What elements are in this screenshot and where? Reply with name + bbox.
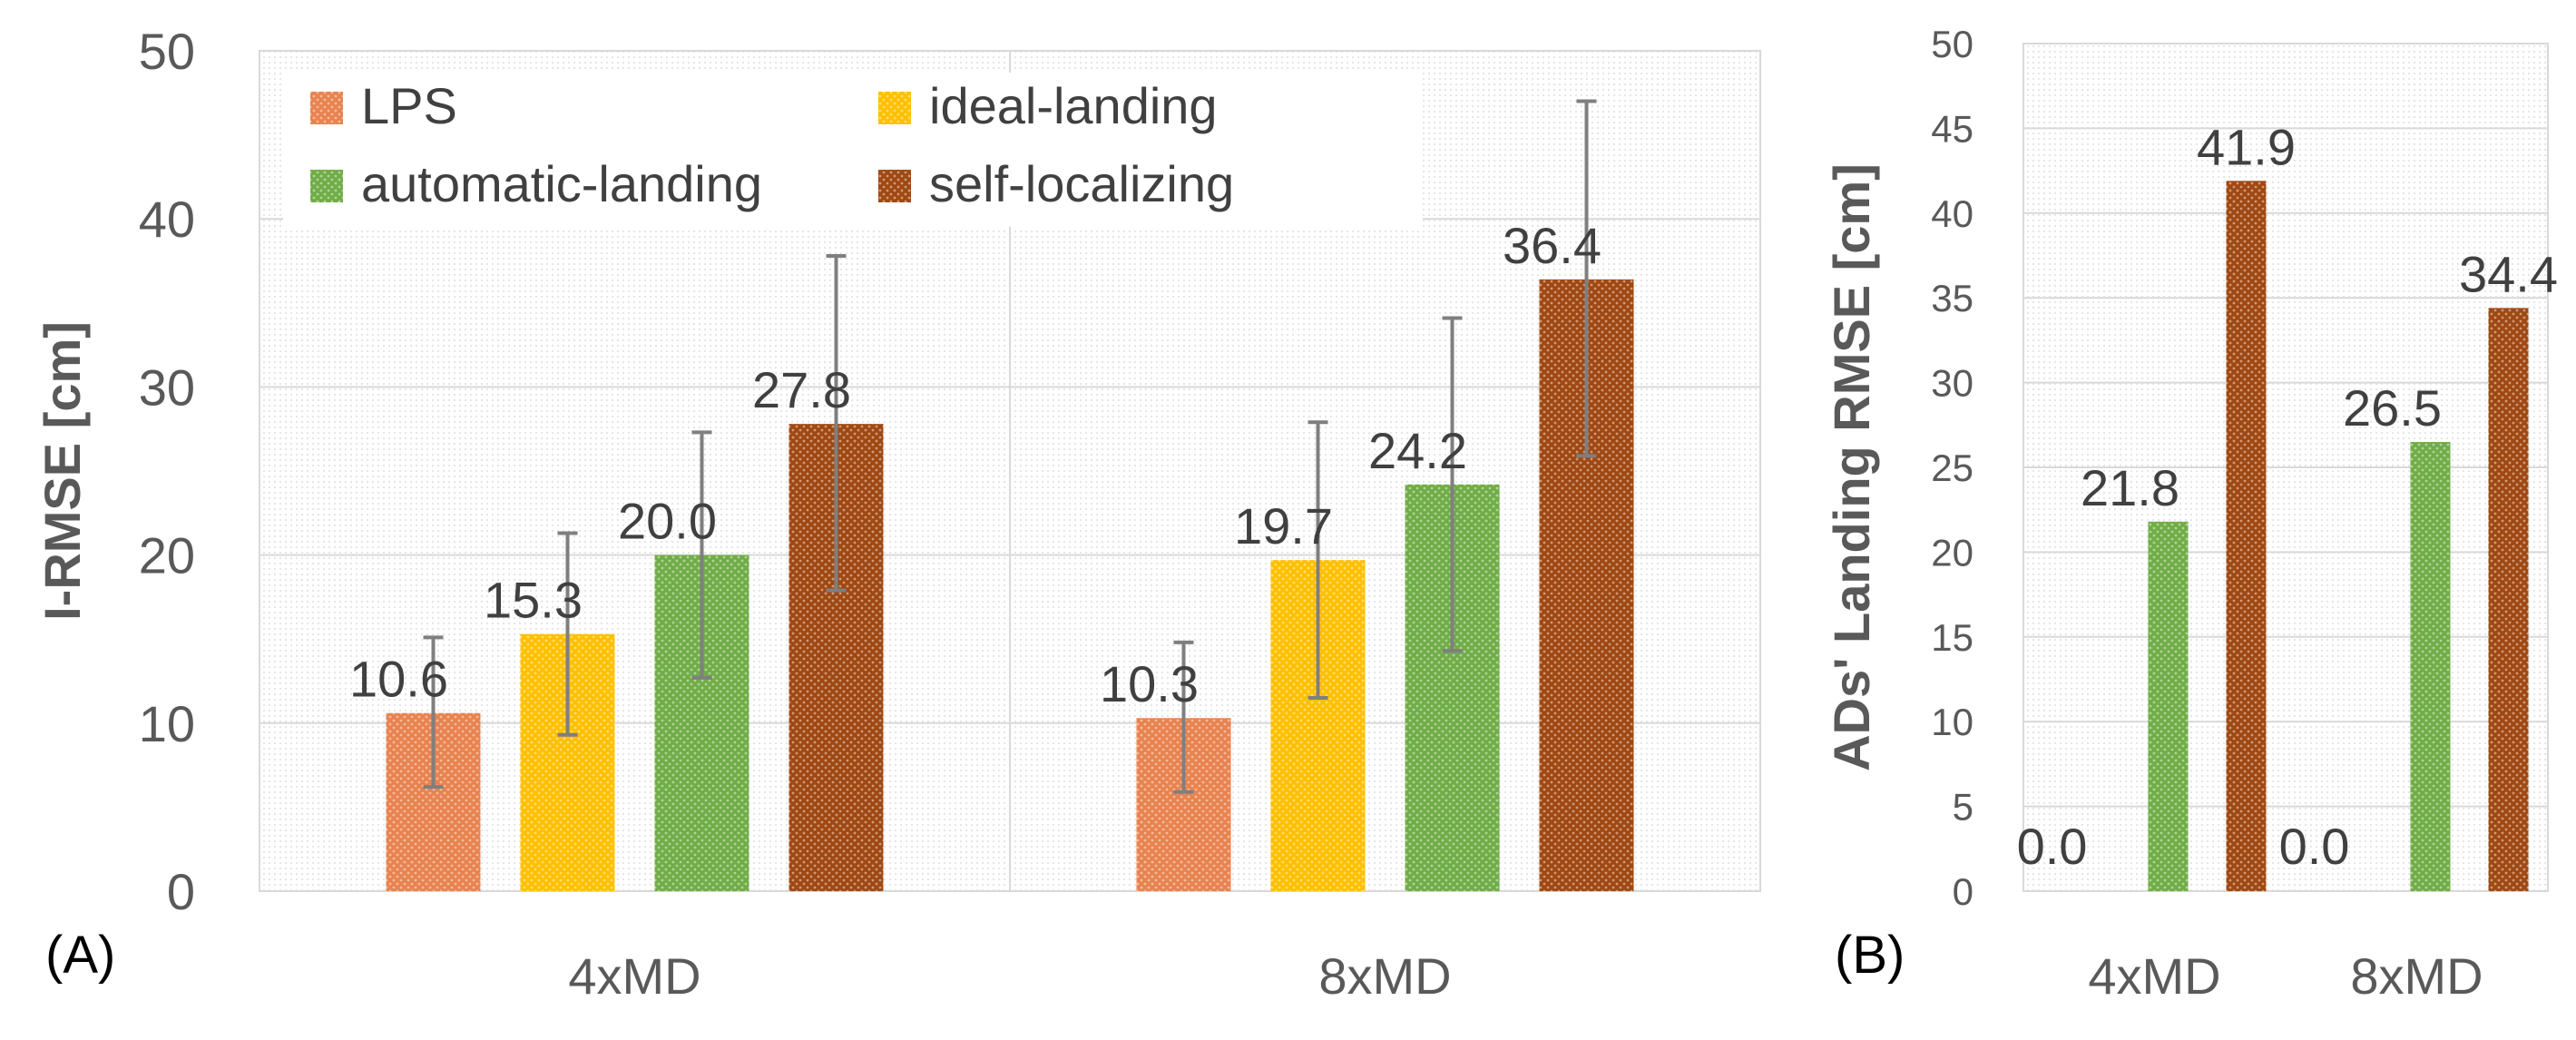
y-tick-label: 20 xyxy=(1931,531,1974,574)
y-tick-label: 10 xyxy=(139,695,195,752)
bar-self-localizing-8xmd xyxy=(2488,308,2529,892)
data-label: 26.5 xyxy=(2343,379,2442,437)
legend: LPS ideal-landing automatic-landing self-lo… xyxy=(283,73,1423,227)
data-label: 41.9 xyxy=(2197,118,2296,175)
bar-self-localizing-4xmd xyxy=(2226,181,2267,892)
x-tick-label: 4xMD xyxy=(568,947,700,1005)
data-label: 27.8 xyxy=(752,361,851,418)
legend-swatch-lps xyxy=(310,92,343,124)
y-tick-label: 40 xyxy=(139,191,195,248)
y-tick-label: 50 xyxy=(139,23,195,80)
y-tick-label: 15 xyxy=(1931,616,1974,659)
y-tick-label: 10 xyxy=(1931,701,1974,743)
data-label: 34.4 xyxy=(2459,245,2558,302)
y-axis-title: ADs' Landing RMSE [cm] xyxy=(1823,163,1880,771)
y-axis-title: I-RMSE [cm] xyxy=(34,321,91,621)
legend-swatch-self-localizing xyxy=(878,170,911,202)
data-label: 10.6 xyxy=(349,651,448,708)
legend-label-lps: LPS xyxy=(361,77,457,134)
data-label: 15.3 xyxy=(484,572,583,629)
data-label: 0.0 xyxy=(2017,818,2088,875)
panel-label-b: (B) xyxy=(1835,926,1905,985)
legend-label-ideal-landing: ideal-landing xyxy=(929,77,1218,134)
data-label: 24.2 xyxy=(1368,422,1467,479)
data-label: 36.4 xyxy=(1503,217,1601,274)
y-tick-label: 45 xyxy=(1931,107,1974,150)
legend-label-automatic-landing: automatic-landing xyxy=(361,155,762,212)
bar-automatic-landing-4xmd xyxy=(2148,521,2189,891)
y-tick-label: 35 xyxy=(1931,277,1974,319)
y-tick-label: 0 xyxy=(1953,870,1974,913)
panel-b-chart: 0 5 10 15 20 25 30 35 40 45 50 ADs' Landing RMSE [c… xyxy=(1823,23,2558,1005)
legend-label-self-localizing: self-localizing xyxy=(929,155,1234,212)
legend-box xyxy=(283,73,1423,227)
bar-automatic-landing-8xmd xyxy=(2410,441,2451,891)
y-tick-label: 30 xyxy=(139,358,195,416)
y-tick-label: 50 xyxy=(1931,23,1974,65)
y-tick-label: 0 xyxy=(167,863,195,920)
data-label: 20.0 xyxy=(618,493,717,550)
panel-a-chart: 0 10 20 30 40 50 I-RMSE [cm] 4xMD 10.6 15.3 20.0 27… xyxy=(34,23,1761,1005)
y-tick-label: 30 xyxy=(1931,362,1974,405)
y-tick-label: 40 xyxy=(1931,192,1974,235)
y-tick-label: 20 xyxy=(139,527,195,584)
data-label: 10.3 xyxy=(1100,655,1199,712)
legend-swatch-automatic-landing xyxy=(310,170,343,202)
y-tick-label: 25 xyxy=(1931,446,1974,489)
x-tick-label: 8xMD xyxy=(2350,947,2483,1005)
y-tick-label: 5 xyxy=(1953,786,1974,829)
data-label: 19.7 xyxy=(1234,497,1333,554)
x-tick-label: 4xMD xyxy=(2088,947,2220,1005)
data-label: 21.8 xyxy=(2081,459,2179,516)
x-tick-label: 8xMD xyxy=(1318,947,1451,1005)
legend-swatch-ideal-landing xyxy=(878,92,911,124)
panel-label-a: (A) xyxy=(45,926,115,985)
data-label: 0.0 xyxy=(2279,818,2350,875)
